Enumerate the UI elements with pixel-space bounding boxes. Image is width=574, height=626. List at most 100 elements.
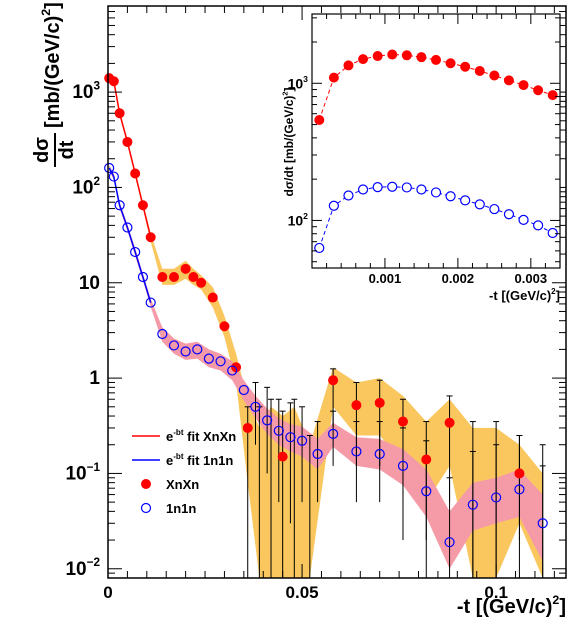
data-point-1n1n: [537, 518, 548, 529]
data-point-1n1n: [227, 365, 238, 376]
data-point-1n1n: [491, 492, 502, 503]
inset-x-axis-title: -t [(GeV/c)2]: [489, 287, 560, 303]
legend-label: 1n1n: [166, 501, 196, 516]
inset-data-point-xnxn: [460, 61, 471, 72]
data-point-1n1n: [215, 356, 226, 367]
inset-data-point-xnxn: [431, 54, 441, 65]
inset-data-point-1n1n: [533, 220, 544, 231]
inset-data-point-1n1n: [460, 195, 471, 206]
y-tick-label: 10: [79, 273, 100, 294]
main-plot: 0 0.05 0.1 10−2 10−1 1 10 102 103 -t [(GeV/c)2] dσ…: [31, 2, 567, 618]
inset-data-point-xnxn: [314, 114, 325, 125]
data-point-xnxn: [231, 362, 242, 373]
inset-data-point-1n1n: [416, 184, 427, 195]
y-axis-title-unit: [mb/(GeV/c)2]: [39, 2, 64, 128]
inset-data-point-xnxn: [474, 65, 485, 76]
data-point-1n1n: [168, 340, 180, 351]
data-point-xnxn: [157, 271, 168, 282]
inset-data-point-xnxn: [547, 90, 558, 101]
legend-filled-marker: [141, 479, 151, 489]
inset-data-point-xnxn: [387, 49, 398, 60]
legend-label: e-bt fit 1n1n: [166, 452, 233, 468]
data-point-xnxn: [168, 271, 179, 282]
y-axis-title-numerator: dσ: [31, 137, 53, 163]
data-point-1n1n: [273, 425, 284, 436]
data-point-1n1n: [467, 499, 478, 510]
inset-frame: [311, 13, 561, 269]
inset-y-tick-label: 102: [288, 211, 309, 228]
data-point-1n1n: [104, 162, 115, 174]
legend-label: XnXn: [166, 477, 199, 492]
inset-data-point-xnxn: [445, 58, 456, 69]
data-point-1n1n: [421, 486, 432, 497]
inset-data-point-1n1n: [445, 191, 456, 202]
x-tick-label: 0: [103, 583, 112, 602]
data-point-xnxn: [277, 451, 288, 462]
inset-data-point-1n1n: [401, 182, 412, 193]
data-point-1n1n: [180, 346, 191, 357]
fit-line-1n1n: [108, 167, 152, 303]
legend-label: e-bt fit XnXn: [166, 428, 236, 444]
inset-data-point-1n1n: [489, 203, 500, 215]
inset-x-tick-label: 0.001: [369, 271, 402, 286]
data-point-1n1n: [328, 428, 339, 439]
data-point-1n1n: [130, 246, 141, 258]
data-point-xnxn: [397, 416, 408, 427]
inset-data-point-1n1n: [518, 214, 529, 225]
y-tick-label: 10−2: [65, 556, 100, 580]
data-point-1n1n: [374, 448, 385, 460]
inset-data-point-1n1n: [328, 200, 339, 211]
inset-data-point-1n1n: [343, 190, 354, 201]
data-point-xnxn: [444, 417, 455, 428]
inset-data-point-1n1n: [357, 184, 369, 195]
data-point-xnxn: [130, 168, 141, 179]
y-tick-label: 103: [72, 80, 100, 104]
inset-data-point-xnxn: [518, 80, 529, 91]
inset-data-point-1n1n: [314, 242, 325, 254]
inset-plot: 0.001 0.002 0.003 102 103 -t [(GeV/c)2] dσ/dt …: [281, 13, 561, 303]
y-tick-label: 10−1: [65, 461, 100, 485]
inset-data-point-1n1n: [387, 181, 398, 192]
legend: e-bt fit XnXn e-bt fit 1n1n XnXn 1n1n: [132, 428, 236, 516]
inset-data-point-xnxn: [358, 54, 369, 65]
inset-data-point-1n1n: [503, 209, 515, 220]
data-point-xnxn: [108, 76, 119, 87]
data-point-1n1n: [262, 415, 273, 426]
data-point-1n1n: [397, 460, 409, 471]
x-tick-label: 0.05: [286, 583, 319, 602]
data-point-1n1n: [250, 401, 261, 412]
inset-data-point-xnxn: [503, 75, 514, 86]
data-point-xnxn: [328, 375, 339, 386]
inset-data-point-xnxn: [343, 60, 354, 71]
data-point-1n1n: [514, 484, 525, 495]
data-point-1n1n: [296, 435, 308, 446]
inset-x-tick-label: 0.003: [515, 271, 548, 286]
data-point-1n1n: [285, 432, 296, 443]
data-point-1n1n: [444, 537, 455, 548]
legend-open-marker: [140, 502, 152, 514]
y-axis-title: dσ dt [mb/(GeV/c)2]: [31, 2, 78, 167]
data-point-xnxn: [219, 321, 230, 332]
data-point-1n1n: [238, 384, 249, 396]
inset-data-point-xnxn: [489, 70, 500, 81]
data-point-xnxn: [180, 263, 191, 274]
inset-data-point-xnxn: [416, 52, 427, 63]
x-axis-title: -t [(GeV/c)2]: [457, 593, 566, 618]
data-point-xnxn: [114, 108, 125, 119]
data-point-xnxn: [145, 232, 156, 243]
inset-data-point-1n1n: [547, 227, 558, 239]
data-point-xnxn: [351, 400, 362, 411]
inset-data-point-xnxn: [401, 50, 412, 61]
data-point-1n1n: [203, 353, 215, 364]
x-tick-label: 0.1: [484, 583, 508, 602]
data-point-1n1n: [145, 297, 156, 308]
data-point-xnxn: [122, 136, 133, 147]
inset-data-point-xnxn: [533, 85, 544, 96]
data-point-xnxn: [374, 397, 385, 408]
inset-y-axis-title: dσ/dt [mb/(GeV/c)2]: [281, 87, 296, 196]
y-axis-title-denominator: dt: [56, 140, 78, 159]
data-point-1n1n: [157, 328, 168, 340]
data-point-1n1n: [351, 446, 362, 457]
data-point-xnxn: [188, 271, 199, 282]
